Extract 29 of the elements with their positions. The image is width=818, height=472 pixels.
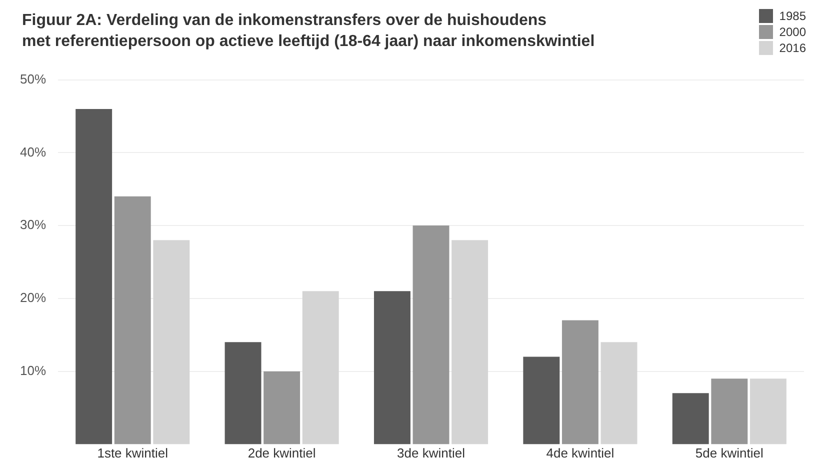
- bar: [374, 291, 410, 444]
- bar: [523, 356, 560, 444]
- y-tick-label: 40%: [20, 144, 46, 160]
- legend-label: 2016: [779, 41, 806, 55]
- bar: [412, 226, 450, 444]
- legend-label: 1985: [779, 9, 806, 23]
- x-tick-label: 4de kwintiel: [546, 446, 614, 461]
- bar: [711, 378, 748, 444]
- bar: [750, 378, 786, 444]
- bar: [224, 342, 262, 444]
- chart-title: Figuur 2A: Verdeling van de inkomenstransfers over de huishoudens met referentiepersoon op actieve leeftijd (18-64 jaar) naar inkomenskwintiel: [22, 11, 595, 52]
- x-tick-label: 5de kwintiel: [695, 446, 764, 461]
- x-tick-label: 2de kwintiel: [248, 446, 316, 461]
- bar: [452, 240, 488, 444]
- bar: [153, 240, 190, 444]
- bar: [76, 108, 112, 444]
- y-tick-label: 10%: [20, 362, 46, 378]
- x-tick-label: 3de kwintiel: [397, 446, 466, 461]
- y-tick-label: 30%: [20, 217, 46, 232]
- bar: [600, 342, 638, 444]
- bar: [672, 393, 709, 444]
- legend-label: 2000: [779, 25, 806, 39]
- x-tick-label: 1ste kwintiel: [97, 446, 168, 461]
- bar: [562, 320, 598, 444]
- bar: [264, 371, 300, 444]
- y-tick-label: 50%: [20, 71, 46, 86]
- bar: [114, 196, 151, 444]
- bar: [302, 291, 339, 444]
- y-tick-label: 20%: [20, 290, 46, 306]
